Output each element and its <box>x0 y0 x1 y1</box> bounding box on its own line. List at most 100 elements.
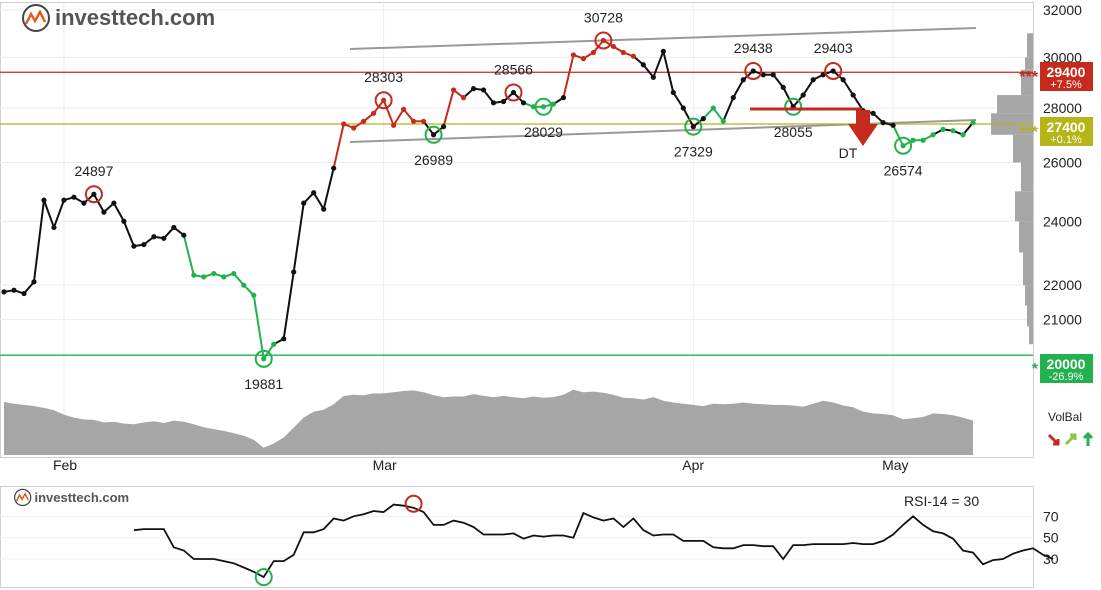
price-point <box>231 270 237 277</box>
price-point <box>720 118 726 124</box>
price-point <box>800 92 806 98</box>
pivot-label: 19881 <box>244 376 283 392</box>
price-point <box>620 49 626 56</box>
level-asterisk: *** <box>1019 124 1038 141</box>
volume-balance-area <box>4 389 974 455</box>
volume-profile-bar <box>1025 285 1033 306</box>
price-point <box>920 137 926 143</box>
y-tick-label: 24000 <box>1043 213 1082 229</box>
pivot-label: 29403 <box>814 40 853 56</box>
price-point <box>261 356 267 362</box>
price-segment <box>292 202 305 273</box>
price-point <box>151 234 157 240</box>
pivot-label: 27329 <box>674 144 713 160</box>
price-point <box>430 132 437 138</box>
price-segment <box>562 54 575 98</box>
x-tick-label: May <box>882 457 908 473</box>
volbal-arrow-icon <box>1082 431 1094 446</box>
price-segment <box>282 271 295 339</box>
volume-profile-bar <box>1021 69 1033 96</box>
price-point <box>161 235 167 241</box>
price-point <box>940 126 946 132</box>
rsi-line <box>133 503 1054 579</box>
price-point <box>840 77 846 83</box>
price-segment <box>442 89 455 127</box>
price-point <box>11 287 17 293</box>
price-segment <box>382 99 395 126</box>
price-point <box>121 218 127 224</box>
y-tick-label: 32000 <box>1043 2 1082 18</box>
price-point <box>880 120 886 126</box>
price-point <box>480 87 487 93</box>
price-point <box>730 95 736 101</box>
price-segment <box>782 86 795 108</box>
pivot-label: 26989 <box>414 152 453 168</box>
price-point <box>201 274 207 280</box>
price-segment <box>712 107 725 122</box>
price-point <box>930 132 936 138</box>
price-point <box>281 336 287 342</box>
price-point <box>770 72 776 78</box>
price-segment <box>802 79 815 96</box>
pivot-marker <box>534 97 553 116</box>
price-segment <box>732 79 745 99</box>
price-point <box>391 122 397 128</box>
logo-top: investtech.com <box>22 4 215 32</box>
price-segment <box>672 91 685 109</box>
level-asterisk: * <box>1032 361 1039 378</box>
price-point <box>900 143 906 149</box>
level-asterisk: *** <box>1019 69 1038 86</box>
price-point <box>131 243 137 249</box>
volbal-arrow-icon <box>1047 433 1060 446</box>
price-point <box>700 116 706 122</box>
price-segment <box>892 124 904 147</box>
price-point <box>111 200 117 206</box>
pivot-marker <box>684 117 703 136</box>
level-percent: +0.1% <box>1050 134 1082 146</box>
pivot-marker <box>374 91 393 110</box>
price-point <box>650 74 656 80</box>
price-point <box>31 279 37 285</box>
price-point <box>51 224 57 231</box>
price-point <box>141 241 147 248</box>
y-tick-label: 22000 <box>1043 277 1082 293</box>
pivot-label: 28303 <box>364 69 403 85</box>
x-tick-label: Mar <box>373 457 397 473</box>
price-segment <box>842 79 854 96</box>
price-segment <box>322 167 335 210</box>
price-point <box>101 209 107 215</box>
price-point <box>470 86 477 92</box>
pivot-marker <box>254 349 273 368</box>
level-value: 27400 <box>1047 119 1086 135</box>
price-point <box>41 197 47 203</box>
price-point <box>61 197 67 203</box>
x-tick-label: Apr <box>682 457 704 473</box>
level-tag: *** 29400+7.5% <box>1019 62 1093 91</box>
price-point <box>1 289 7 295</box>
pivot-marker <box>744 61 763 80</box>
y-tick-label: 30000 <box>1043 49 1082 65</box>
price-segment <box>113 202 125 222</box>
price-point <box>311 190 317 196</box>
price-point <box>410 118 417 124</box>
price-point <box>670 89 676 96</box>
price-point <box>420 118 427 124</box>
price-segment <box>312 192 325 210</box>
price-point <box>610 43 616 50</box>
price-segment <box>182 234 195 276</box>
price-segment <box>482 89 495 104</box>
volume-profile-bar <box>1019 221 1033 253</box>
price-segment <box>252 295 265 359</box>
price-point <box>381 97 387 103</box>
rsi-tick-label: 50 <box>1043 530 1059 546</box>
volume-profile-bar <box>1023 252 1033 286</box>
pivot-label: 26574 <box>884 163 923 179</box>
level-percent: +7.5% <box>1050 79 1082 91</box>
price-point <box>850 92 856 98</box>
price-segment <box>652 50 665 78</box>
price-point <box>331 165 337 171</box>
volume-profile-bar <box>1015 191 1033 222</box>
price-point <box>301 200 307 206</box>
volbal-label: VolBal <box>1048 410 1082 424</box>
